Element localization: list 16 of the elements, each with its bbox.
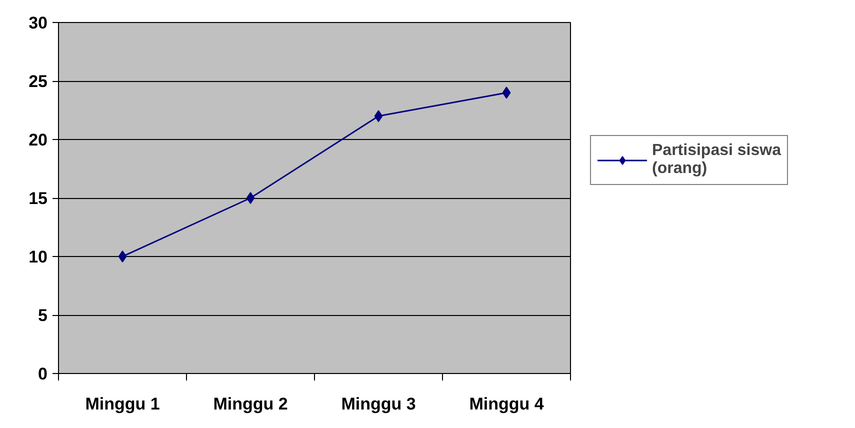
- y-tick-label: 30: [28, 14, 48, 32]
- y-tick-label: 0: [38, 364, 48, 384]
- x-tick-label: Minggu 4: [469, 394, 544, 414]
- x-tick-label: Minggu 1: [85, 394, 160, 414]
- point: [246, 192, 255, 204]
- legend-label: Partisipasi siswa (orang): [652, 142, 781, 178]
- point: [502, 86, 511, 99]
- y-tick-label: 5: [38, 306, 48, 325]
- y-tick-label: 10: [28, 248, 48, 266]
- x-tick-label: Minggu 2: [213, 394, 288, 414]
- y-tick-label: 25: [28, 72, 48, 91]
- y-tick-label: 20: [28, 130, 48, 150]
- point: [374, 110, 383, 122]
- point: [118, 250, 127, 262]
- y-tick-label: 15: [28, 189, 48, 208]
- x-tick-label: Minggu 3: [341, 394, 416, 414]
